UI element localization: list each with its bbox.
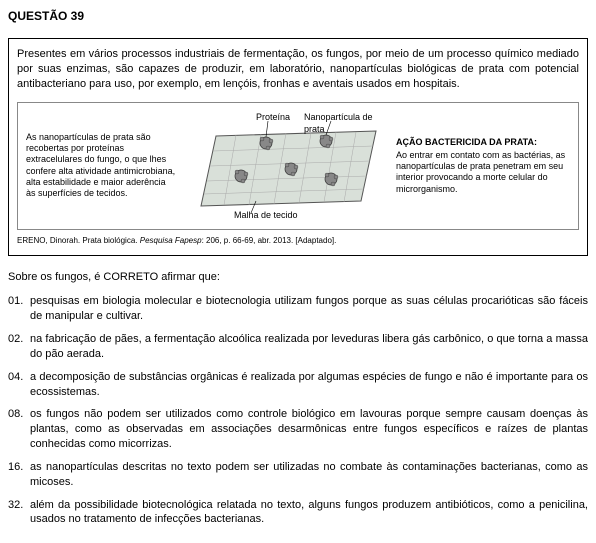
label-nanoparticula: Nanopartícula de prata xyxy=(304,111,386,135)
option-01: 01. pesquisas em biologia molecular e bi… xyxy=(8,294,588,324)
option-text: os fungos não podem ser utilizados como … xyxy=(30,407,588,452)
option-num: 32. xyxy=(8,498,30,528)
label-malha: Malha de tecido xyxy=(234,209,298,221)
option-text: as nanopartículas descritas no texto pod… xyxy=(30,460,588,490)
diagram-figure: Proteína Nanopartícula de prata xyxy=(186,111,386,221)
right-body: Ao entrar em contato com as bactérias, a… xyxy=(396,150,570,195)
option-num: 08. xyxy=(8,407,30,452)
diagram-box: As nanopartículas de prata são recoberta… xyxy=(17,102,579,230)
option-text: a decomposição de substâncias orgânicas … xyxy=(30,370,588,400)
option-text: na fabricação de pães, a fermentação alc… xyxy=(30,332,588,362)
citation: ERENO, Dinorah. Prata biológica. Pesquis… xyxy=(17,236,579,247)
option-16: 16. as nanopartículas descritas no texto… xyxy=(8,460,588,490)
diagram-left-text: As nanopartículas de prata são recoberta… xyxy=(26,132,176,200)
label-proteina: Proteína xyxy=(256,111,290,123)
option-02: 02. na fabricação de pães, a fermentação… xyxy=(8,332,588,362)
option-08: 08. os fungos não podem ser utilizados c… xyxy=(8,407,588,452)
option-04: 04. a decomposição de substâncias orgâni… xyxy=(8,370,588,400)
outer-box: Presentes em vários processos industriai… xyxy=(8,38,588,255)
option-text: além da possibilidade biotecnológica rel… xyxy=(30,498,588,528)
option-num: 16. xyxy=(8,460,30,490)
right-header: AÇÃO BACTERICIDA DA PRATA: xyxy=(396,137,570,148)
options-list: 01. pesquisas em biologia molecular e bi… xyxy=(8,294,588,527)
option-32: 32. além da possibilidade biotecnológica… xyxy=(8,498,588,528)
option-num: 04. xyxy=(8,370,30,400)
option-num: 01. xyxy=(8,294,30,324)
question-title: QUESTÃO 39 xyxy=(8,8,588,24)
option-num: 02. xyxy=(8,332,30,362)
option-text: pesquisas em biologia molecular e biotec… xyxy=(30,294,588,324)
prompt-text: Sobre os fungos, é CORRETO afirmar que: xyxy=(8,270,588,285)
diagram-right-text: AÇÃO BACTERICIDA DA PRATA: Ao entrar em … xyxy=(396,137,570,195)
intro-text: Presentes em vários processos industriai… xyxy=(17,47,579,92)
